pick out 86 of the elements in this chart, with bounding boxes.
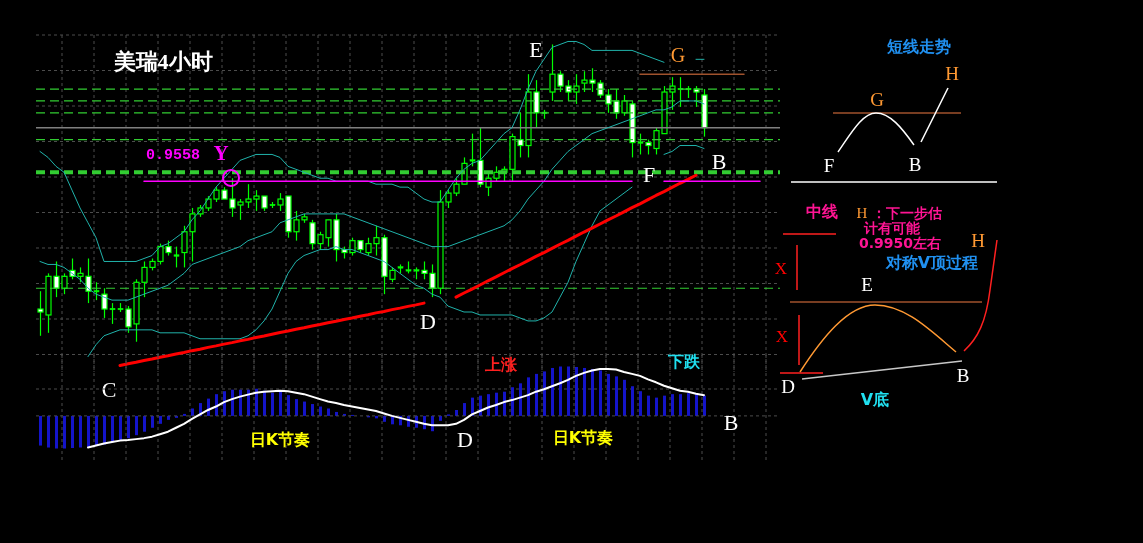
bar (127, 415, 130, 439)
bar (615, 376, 618, 416)
annotation: G (670, 44, 686, 66)
bar (559, 366, 562, 416)
bar (327, 408, 330, 416)
bar (535, 373, 538, 416)
bar (695, 394, 698, 416)
bar (71, 415, 74, 449)
bar (575, 366, 578, 416)
bar (303, 401, 306, 416)
bar (231, 389, 234, 416)
text: H (971, 229, 985, 251)
bar (687, 393, 690, 416)
annotation: F (642, 162, 656, 187)
annotation: Y (213, 140, 229, 165)
text: D (781, 375, 795, 397)
annotation: B (723, 410, 739, 435)
bar (463, 403, 466, 416)
chart-title: 美瑞4小时 (113, 49, 213, 74)
bar (39, 415, 42, 446)
bar (311, 404, 314, 416)
bar (671, 394, 674, 416)
bar (703, 395, 706, 416)
bar (655, 397, 658, 416)
text: 短线走势 (887, 37, 951, 56)
bar (663, 395, 666, 416)
bar (567, 366, 570, 416)
bar (527, 377, 530, 416)
bar (271, 392, 274, 416)
bar (55, 415, 58, 449)
text: F (823, 154, 835, 176)
bar (543, 371, 546, 416)
annotation: 上涨 (485, 355, 517, 374)
bar (191, 408, 194, 416)
bar (295, 399, 298, 416)
annotation: X (774, 258, 788, 278)
bar (511, 387, 514, 416)
bar (111, 415, 114, 443)
annotation: B (711, 149, 727, 174)
bar (63, 415, 66, 449)
bar (255, 388, 258, 416)
bar (287, 395, 290, 416)
text: B (956, 364, 970, 386)
bar (279, 391, 282, 416)
bar (607, 373, 610, 416)
text: 对称V顶过程 (885, 253, 979, 272)
text: 中线 (806, 202, 838, 221)
bar (631, 386, 634, 416)
text: H (856, 204, 868, 221)
text: ：下一步估 (872, 205, 942, 221)
bar (519, 383, 522, 416)
text: H (945, 62, 959, 84)
annotation: 0.9558 (145, 146, 201, 164)
bar (583, 367, 586, 416)
annotation: D (420, 309, 436, 334)
text: B (908, 153, 922, 175)
annotation: 下跌 (668, 352, 700, 371)
bar (639, 391, 642, 416)
bar (551, 367, 554, 416)
annotation: X (775, 326, 789, 346)
bar (119, 415, 122, 441)
bar (159, 415, 162, 424)
bar (143, 415, 146, 432)
text: 0.9950左右 (858, 235, 942, 251)
bar (95, 415, 98, 446)
annotation: E (529, 37, 543, 62)
bar (47, 415, 50, 448)
text: V底 (860, 390, 890, 409)
annotation: 日K节奏 (552, 428, 614, 447)
annotation: C (101, 377, 117, 402)
bar (591, 368, 594, 416)
bar (79, 415, 82, 448)
annotation: D (457, 427, 473, 452)
bar (647, 395, 650, 416)
bar (135, 415, 138, 436)
text: 计有可能 (864, 220, 920, 236)
candlestick (173, 246, 180, 269)
bar (103, 415, 106, 445)
bar (151, 415, 154, 428)
bar (599, 370, 602, 416)
text: G (870, 88, 884, 110)
annotation: 日K节奏 (249, 430, 311, 449)
bar (623, 379, 626, 416)
bar (87, 415, 90, 448)
text: E (861, 273, 873, 295)
bar (679, 394, 682, 416)
